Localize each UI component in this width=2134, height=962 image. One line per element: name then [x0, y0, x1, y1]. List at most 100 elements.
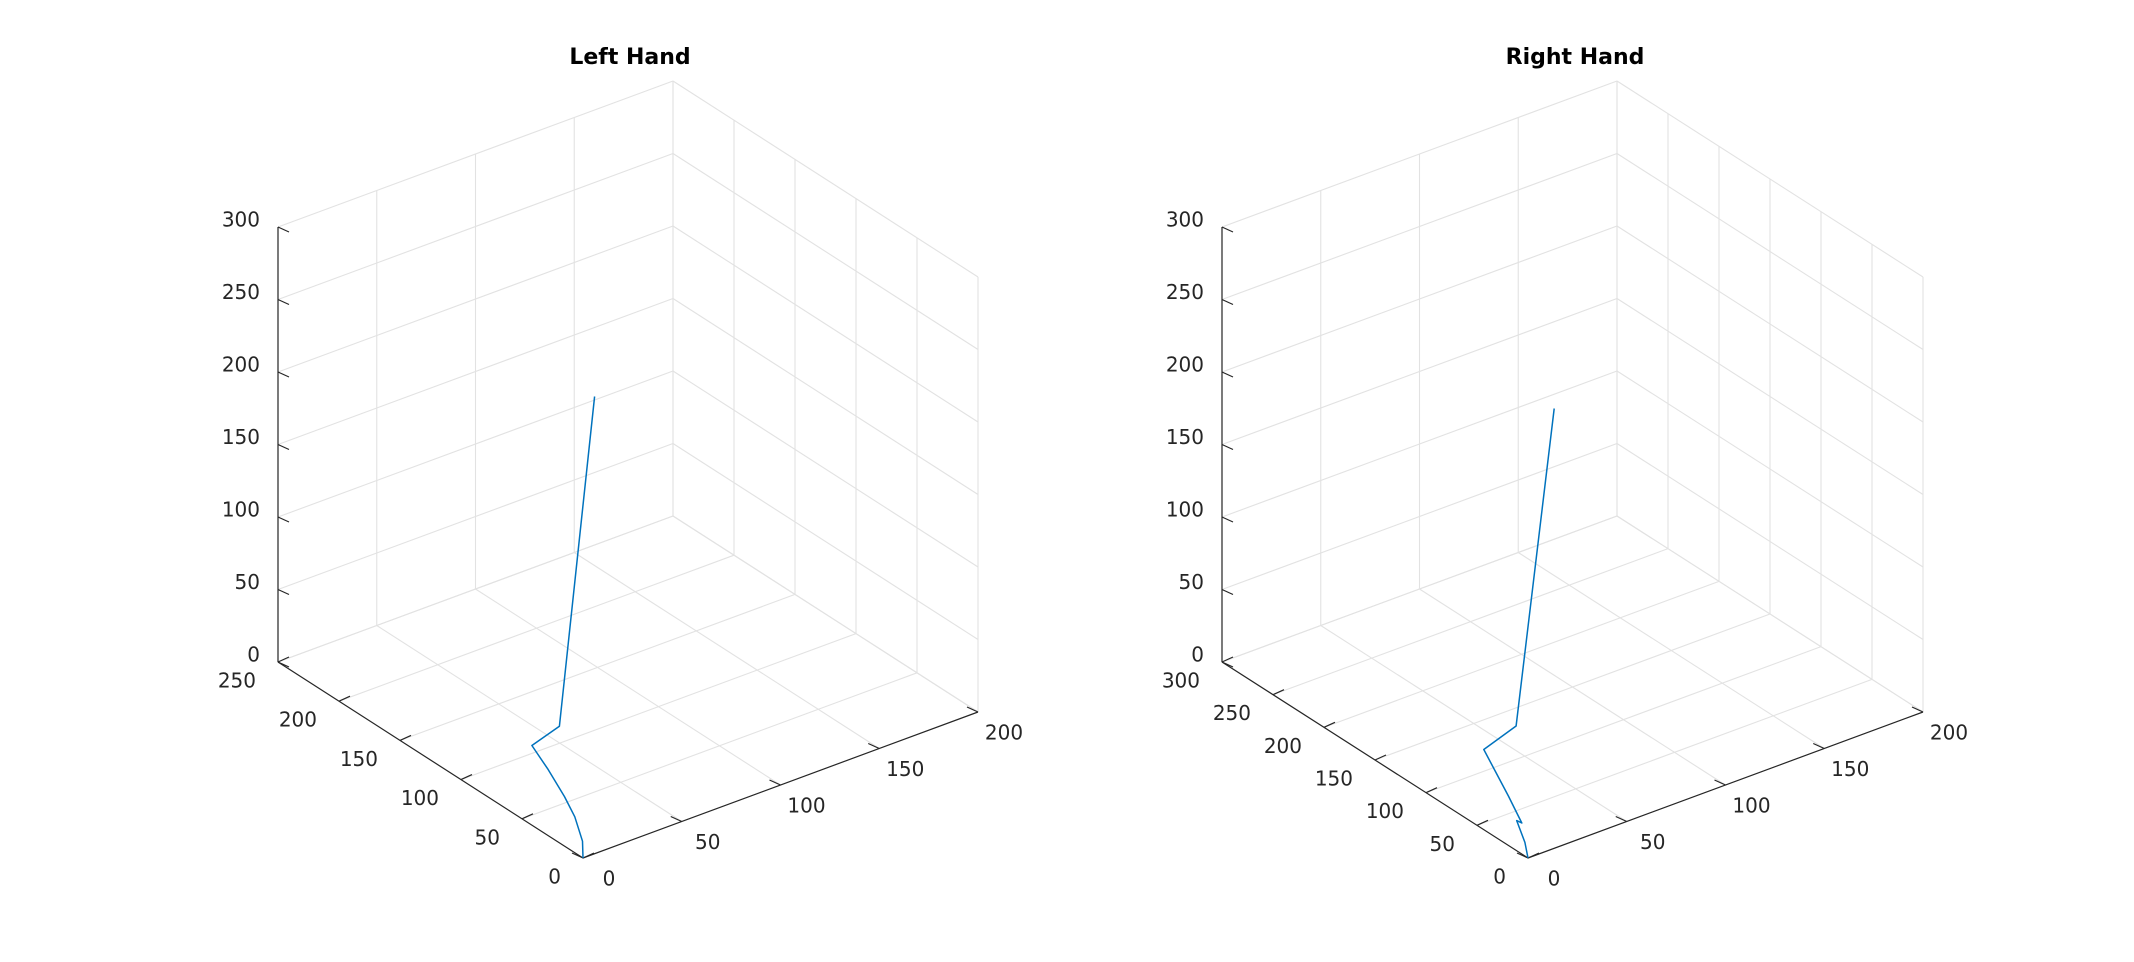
wall-gridline-z	[277, 515, 674, 663]
y-tick-label: 150	[1315, 767, 1353, 791]
axes: 0501001502000501001502002500501001502002…	[218, 208, 1023, 891]
y-tick-mark	[399, 734, 412, 741]
floor-gridline-x	[475, 588, 781, 786]
y-tick-label: 200	[1264, 734, 1302, 758]
floor-gridline-y	[460, 633, 857, 781]
y-tick-label: 150	[340, 747, 378, 771]
y-tick-mark	[1527, 852, 1540, 859]
wall-gridline-z	[1616, 298, 1924, 495]
wall-gridline-z	[1221, 152, 1618, 301]
wall-gridline-z	[1221, 370, 1618, 518]
floor-gridline-y	[1476, 678, 1873, 826]
x-tick-label: 100	[1732, 794, 1770, 818]
y-tick-mark	[521, 813, 534, 820]
wall-gridline-z	[1616, 515, 1924, 713]
wall-gridline-z	[672, 370, 979, 568]
x-tick-mark	[966, 706, 979, 713]
wall-gridline-z	[1616, 80, 1924, 278]
z-tick-label: 150	[1166, 425, 1204, 449]
z-tick-mark	[277, 226, 290, 233]
z-tick-label: 200	[222, 353, 260, 377]
x-tick-label: 150	[1831, 757, 1869, 781]
y-tick-label: 100	[1366, 799, 1404, 823]
wall-gridline-z	[277, 152, 674, 301]
series-group	[1483, 408, 1555, 859]
y-tick-mark	[582, 852, 595, 859]
y-tick-label: 50	[475, 825, 500, 849]
x-tick-mark	[670, 815, 682, 823]
x-tick-label: 50	[695, 830, 720, 854]
z-tick-mark	[1221, 226, 1234, 233]
wall-gridline-z	[1221, 515, 1618, 663]
series-line	[531, 396, 596, 859]
wall-gridline-z	[672, 298, 979, 495]
x-tick-mark	[571, 852, 584, 859]
y-tick-label: 0	[548, 865, 561, 889]
y-tick-mark	[1272, 689, 1285, 696]
chart-title: Left Hand	[569, 45, 690, 70]
wall-gridline-z	[277, 370, 674, 518]
wall-gridline-z	[672, 153, 979, 350]
y-tick-mark	[1476, 819, 1489, 826]
wall-gridline-z	[1616, 225, 1924, 423]
z-tick-mark	[1221, 588, 1234, 596]
floor-gridline-x	[376, 625, 683, 822]
floor-gridline-y	[521, 672, 918, 820]
z-tick-label: 250	[1166, 280, 1204, 304]
floor-gridline-y	[338, 554, 735, 702]
wall-gridline-z	[1221, 225, 1618, 373]
y-tick-label: 250	[1213, 701, 1251, 725]
x-tick-label: 100	[787, 794, 825, 818]
z-tick-mark	[277, 516, 290, 523]
z-tick-label: 0	[1191, 643, 1204, 667]
y-tick-label: 0	[1493, 865, 1506, 889]
wall-gridline-z	[1616, 370, 1924, 568]
y-tick-mark	[338, 695, 351, 702]
z-tick-mark	[277, 588, 290, 596]
x-tick-mark	[1615, 815, 1627, 823]
x-tick-label: 150	[886, 757, 924, 781]
wall-gridline-z	[1221, 297, 1618, 446]
wall-gridline-z	[1616, 153, 1924, 350]
floor-gridline-y	[1323, 580, 1720, 728]
y-tick-mark	[277, 656, 290, 663]
x-tick-label: 0	[603, 867, 616, 891]
y-tick-mark	[1425, 787, 1438, 794]
floor-gridline-y	[1272, 548, 1669, 696]
z-tick-mark	[277, 443, 290, 451]
x-tick-mark	[1911, 706, 1924, 713]
wall-gridline-z	[277, 225, 674, 373]
z-tick-label: 300	[1166, 208, 1204, 232]
z-tick-label: 300	[222, 208, 260, 232]
wall-gridline-z	[277, 297, 674, 446]
y-tick-mark	[460, 774, 473, 781]
wall-gridline-z	[672, 225, 979, 423]
floor-gridline-y	[399, 593, 796, 741]
plot-left-hand: 0501001502000501001502002500501001502002…	[218, 45, 1023, 891]
y-axis-line	[277, 661, 584, 859]
z-tick-label: 0	[247, 643, 260, 667]
floor-gridline-y	[1374, 613, 1771, 761]
z-tick-label: 250	[222, 280, 260, 304]
series-group	[531, 396, 596, 859]
z-tick-label: 200	[1166, 353, 1204, 377]
z-tick-mark	[1221, 516, 1234, 523]
z-tick-mark	[277, 371, 290, 378]
y-tick-label: 50	[1430, 832, 1455, 856]
chart-title: Right Hand	[1506, 45, 1645, 70]
wall-gridline-z	[672, 515, 979, 713]
wall-gridline-z	[672, 80, 979, 278]
wall-gridline-z	[672, 443, 979, 640]
axes: 0501001502000501001502002503000501001502…	[1162, 208, 1968, 891]
x-tick-label: 200	[1930, 721, 1968, 745]
z-tick-label: 100	[222, 498, 260, 522]
wall-gridline-z	[277, 442, 674, 591]
series-line	[1483, 408, 1555, 859]
y-tick-mark	[1374, 754, 1387, 761]
x-tick-mark	[1813, 742, 1825, 750]
wall-gridline-z	[277, 80, 674, 228]
plot-right-hand: 0501001502000501001502002503000501001502…	[1162, 45, 1968, 891]
wall-gridline-z	[1221, 442, 1618, 591]
gridlines	[1221, 80, 1924, 859]
